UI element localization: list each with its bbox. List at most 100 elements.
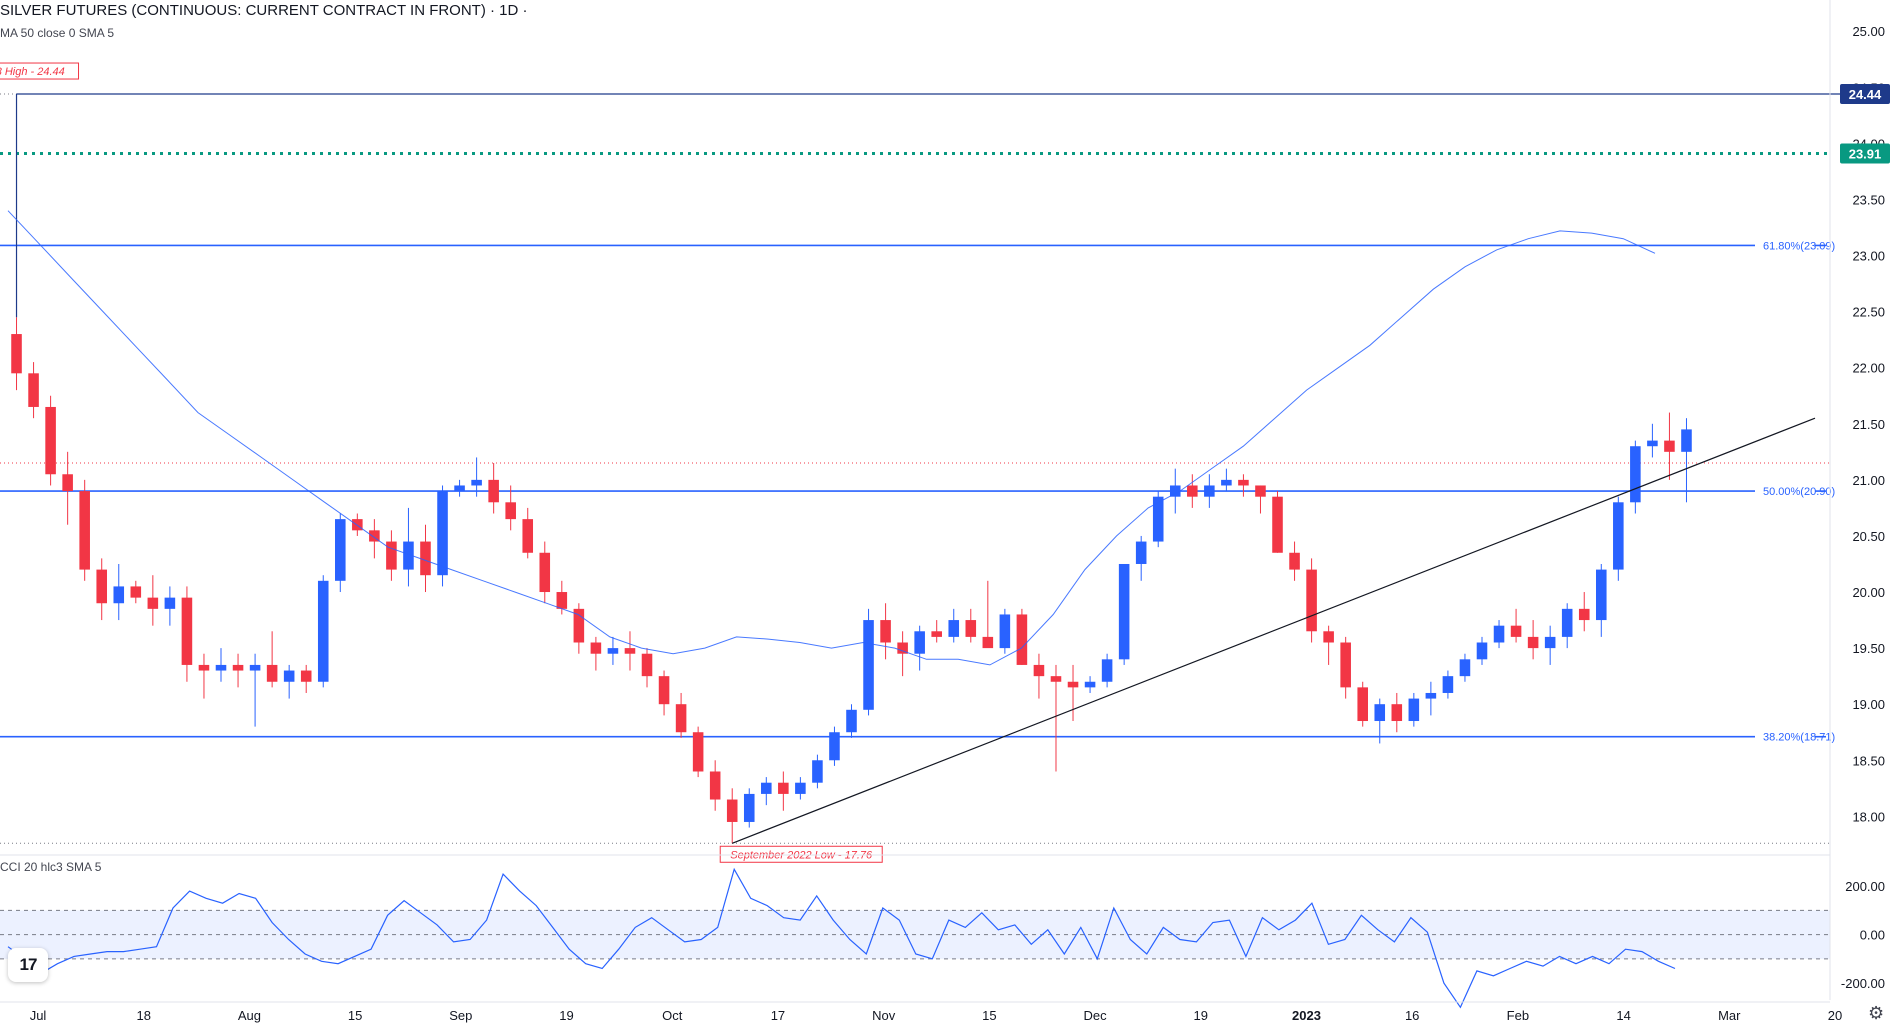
y-tick-label: 18.00	[1852, 809, 1885, 824]
x-tick-label: 19	[559, 1008, 573, 1023]
x-tick-label: 16	[1405, 1008, 1419, 1023]
x-tick-label: Mar	[1718, 1008, 1741, 1023]
price-pane: 61.80%(23.09) 50.00%(20.90) 38.20%(18.71) F…	[0, 62, 1840, 863]
price-tag-label: 23.91	[1849, 146, 1882, 161]
candle-body	[369, 530, 380, 542]
candle-body	[897, 642, 908, 654]
ma-legend[interactable]: MA 50 close 0 SMA 5	[0, 26, 115, 40]
candle-body	[249, 664, 261, 671]
candle-body	[965, 620, 977, 637]
x-tick-label: Nov	[872, 1008, 896, 1023]
candle-body	[556, 592, 568, 609]
x-tick-label: Aug	[238, 1008, 261, 1023]
candle-body	[846, 709, 857, 733]
candle-body	[1578, 608, 1590, 621]
candle-body	[931, 631, 942, 637]
candle-body	[1374, 704, 1386, 722]
cci-legend[interactable]: CCI 20 hlc3 SMA 5	[0, 860, 102, 874]
x-tick-label: 15	[982, 1008, 996, 1023]
candle-body	[1391, 704, 1403, 722]
candle-body	[1084, 681, 1096, 688]
candle-body	[420, 541, 431, 576]
candle-body	[266, 664, 278, 682]
x-tick-label: 20	[1828, 1008, 1842, 1023]
candle-body	[352, 519, 363, 531]
x-tick-label: 14	[1616, 1008, 1630, 1023]
tradingview-logo[interactable]: 17	[8, 948, 48, 982]
candle-body	[761, 782, 772, 794]
candle-body	[488, 479, 499, 503]
candle-body	[1647, 440, 1658, 447]
candle-body	[471, 479, 482, 486]
candle-body	[1425, 692, 1437, 699]
candle-body	[1664, 440, 1675, 452]
candle-body	[1050, 676, 1062, 682]
candle-body	[590, 642, 602, 654]
x-tick-label: 2023	[1292, 1008, 1321, 1023]
cci-tick-label: -200.00	[1841, 976, 1885, 991]
y-tick-label: 22.50	[1852, 305, 1885, 320]
candle-body	[317, 580, 329, 682]
candle-body	[113, 586, 125, 604]
ma50-line	[7, 210, 1656, 666]
candle-body	[1118, 563, 1130, 660]
price-tag	[1840, 84, 1890, 105]
gear-icon[interactable]: ⚙	[1868, 1003, 1885, 1024]
candle-body	[1306, 569, 1317, 632]
trend-line	[731, 417, 1816, 844]
candle-body	[1493, 625, 1505, 643]
candle-body	[1630, 446, 1641, 503]
x-tick-label: 19	[1194, 1008, 1208, 1023]
candle-body	[880, 620, 891, 643]
candle-body	[1135, 541, 1147, 564]
candle-body	[624, 648, 636, 654]
candle-body	[948, 620, 960, 637]
candle-body	[726, 799, 738, 822]
candle-body	[96, 569, 108, 604]
x-tick-label: Jul	[30, 1008, 47, 1023]
candle-body	[1016, 614, 1028, 665]
candle-body	[795, 782, 806, 794]
candle-body	[709, 771, 721, 800]
candle-body	[1289, 552, 1300, 570]
candle-body	[164, 597, 176, 609]
candle-body	[1561, 608, 1573, 637]
level-label: 38.20%(18.71)	[1763, 732, 1835, 744]
candle-body	[522, 519, 534, 553]
x-tick-label: Oct	[662, 1008, 683, 1023]
annotation-box	[719, 845, 883, 863]
candle-body	[335, 519, 346, 581]
candle-body	[403, 541, 414, 570]
candle-body	[743, 793, 755, 822]
x-tick-label: 15	[348, 1008, 362, 1023]
candle-body	[1238, 479, 1249, 486]
candle-body	[1067, 681, 1079, 688]
y-tick-label: 19.00	[1852, 697, 1885, 712]
candle-body	[539, 552, 551, 593]
y-axis: 25.0024.5024.0023.5023.0022.5022.0021.50…	[1829, 0, 1890, 1000]
candle-body	[658, 676, 670, 705]
candle-body	[45, 406, 56, 475]
x-tick-label: 18	[136, 1008, 150, 1023]
x-tick-label: Dec	[1083, 1008, 1107, 1023]
candle-body	[505, 502, 516, 520]
candle-body	[1323, 631, 1334, 643]
candle-body	[1169, 485, 1181, 497]
candle-body	[1204, 485, 1215, 497]
cci-line	[7, 867, 1676, 1009]
price-tag	[1840, 143, 1890, 164]
candle-body	[62, 474, 73, 492]
candle-body	[130, 586, 142, 598]
candle-body	[914, 631, 925, 654]
candle-body	[1187, 485, 1198, 497]
y-tick-label: 21.00	[1852, 473, 1885, 488]
cci-tick-label: 0.00	[1860, 928, 1885, 943]
annotation-box	[0, 62, 80, 80]
level-label: 50.00%(20.90)	[1763, 486, 1835, 498]
candle-body	[1101, 659, 1113, 682]
candle-body	[79, 491, 90, 570]
y-tick-label: 23.00	[1852, 249, 1885, 264]
y-tick-label: 18.50	[1852, 753, 1885, 768]
candle-body	[1033, 664, 1045, 677]
